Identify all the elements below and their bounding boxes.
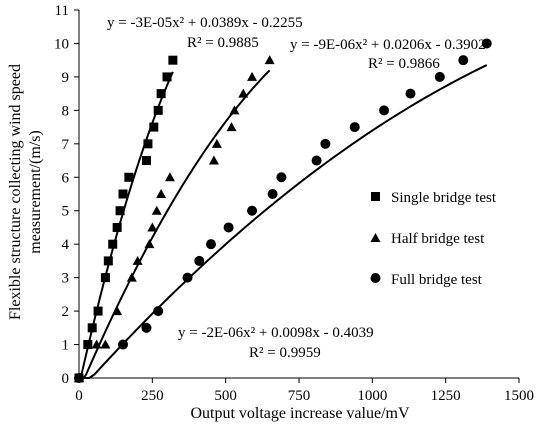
axes: 0 250 500 750 1000 1250 1500 0 1 2 3 4 5 6 7 8 9 10 11 <box>54 3 534 404</box>
data-point-single-bridge <box>115 206 125 216</box>
trend-line-half-bridge <box>79 69 271 379</box>
y-axis-title-line-2: measurement/(m/s) <box>27 130 44 254</box>
x-tick-label: 250 <box>141 388 164 404</box>
legend-marker-single-bridge <box>371 192 380 201</box>
y-tick-label: 11 <box>55 3 69 19</box>
data-point-half-bridge <box>156 189 167 198</box>
equation-full-bridge: y = -2E-06x² + 0.0098x - 0.4039 <box>178 325 374 341</box>
data-point-single-bridge <box>103 256 113 266</box>
data-point-single-bridge <box>153 105 163 115</box>
data-point-full-bridge <box>141 322 152 333</box>
y-tick-label: 10 <box>54 36 69 52</box>
y-tick-label: 4 <box>62 237 70 253</box>
y-tick-label: 9 <box>62 70 70 86</box>
legend: Single bridge test Half bridge test Full… <box>370 190 497 288</box>
data-point-full-bridge <box>481 38 492 49</box>
data-point-half-bridge <box>164 172 175 182</box>
data-point-full-bridge <box>194 255 205 266</box>
r2-half-bridge: R² = 0.9866 <box>368 56 440 72</box>
x-tick-label: 1000 <box>357 388 387 404</box>
equation-half-bridge: y = -9E-06x² + 0.0206x - 0.3902 <box>290 37 486 53</box>
legend-marker-half-bridge <box>370 233 381 242</box>
y-tick-label: 3 <box>62 271 70 287</box>
data-point-single-bridge <box>112 222 122 232</box>
x-tick-label: 1250 <box>431 388 461 404</box>
y-tick-label: 8 <box>62 103 70 119</box>
data-point-half-bridge <box>132 255 143 265</box>
y-axis-title-line-1: Flexible structure collecting wind speed <box>7 64 24 320</box>
data-point-single-bridge <box>87 323 97 333</box>
data-point-full-bridge <box>118 339 128 350</box>
data-point-single-bridge <box>93 306 103 316</box>
legend-label-half-bridge: Half bridge test <box>391 231 485 247</box>
x-tick-label: 1500 <box>504 388 534 404</box>
data-point-half-bridge <box>208 155 219 165</box>
data-point-single-bridge <box>156 89 166 99</box>
data-point-single-bridge <box>108 239 118 249</box>
data-point-full-bridge <box>74 373 84 383</box>
data-point-full-bridge <box>311 155 322 166</box>
data-point-half-bridge <box>264 55 275 65</box>
data-point-half-bridge <box>238 88 249 98</box>
data-point-single-bridge <box>162 72 172 82</box>
data-point-half-bridge <box>211 138 222 148</box>
data-point-single-bridge <box>141 156 151 166</box>
data-point-half-bridge <box>147 222 158 232</box>
trend-line-full-bridge <box>79 64 488 379</box>
data-point-single-bridge <box>149 122 159 132</box>
y-tick-label: 1 <box>62 338 70 354</box>
y-tick-label: 7 <box>62 137 70 153</box>
equation-single-bridge: y = -3E-05x² + 0.0389x - 0.2255 <box>107 15 303 31</box>
data-point-single-bridge <box>118 189 128 199</box>
data-point-half-bridge <box>112 306 123 316</box>
data-point-half-bridge <box>151 205 162 215</box>
r2-single-bridge: R² = 0.9885 <box>187 35 259 51</box>
y-tick-label: 0 <box>62 371 70 387</box>
data-point-full-bridge <box>320 138 331 149</box>
data-point-full-bridge <box>206 239 216 250</box>
data-point-half-bridge <box>229 105 240 115</box>
x-tick-label: 500 <box>214 388 237 404</box>
data-point-full-bridge <box>349 122 360 133</box>
x-tick-label: 0 <box>75 388 83 404</box>
r2-full-bridge: R² = 0.9959 <box>249 345 321 361</box>
data-point-full-bridge <box>153 306 164 317</box>
data-point-single-bridge <box>143 139 153 149</box>
data-point-single-bridge <box>83 340 93 350</box>
legend-label-full-bridge: Full bridge test <box>391 272 483 288</box>
data-point-half-bridge <box>100 339 111 349</box>
data-point-full-bridge <box>379 105 390 116</box>
y-tick-label: 6 <box>62 170 70 186</box>
data-point-half-bridge <box>144 239 155 249</box>
data-point-single-bridge <box>168 55 178 65</box>
x-axis-title: Output voltage increase value/mV <box>190 405 409 422</box>
data-point-full-bridge <box>434 71 445 82</box>
data-point-half-bridge <box>226 122 237 132</box>
data-points <box>74 38 492 383</box>
data-point-full-bridge <box>267 189 278 199</box>
x-tick-label: 750 <box>288 388 311 404</box>
y-tick-label: 2 <box>62 304 70 320</box>
data-point-full-bridge <box>405 88 416 99</box>
data-point-full-bridge <box>276 172 287 183</box>
data-point-full-bridge <box>182 272 193 283</box>
data-point-single-bridge <box>100 273 110 283</box>
data-point-full-bridge <box>247 205 258 216</box>
legend-marker-full-bridge <box>370 273 381 283</box>
y-tick-label: 5 <box>62 204 70 220</box>
data-point-full-bridge <box>223 222 234 233</box>
data-point-half-bridge <box>126 272 137 282</box>
data-point-full-bridge <box>458 55 469 66</box>
data-point-half-bridge <box>91 339 102 349</box>
legend-label-single-bridge: Single bridge test <box>391 190 497 206</box>
data-point-single-bridge <box>124 172 134 182</box>
data-point-half-bridge <box>247 71 258 81</box>
